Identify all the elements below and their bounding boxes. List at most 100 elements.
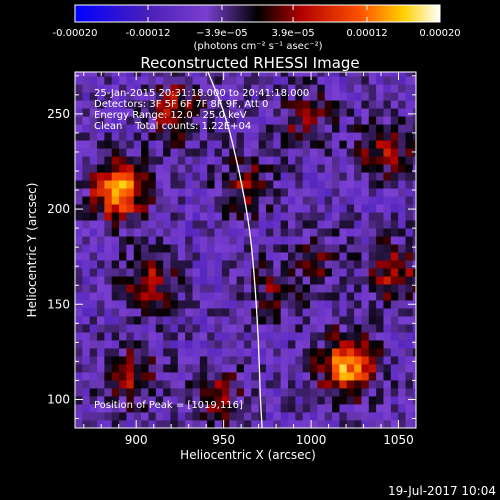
heatmap-pixel	[295, 348, 304, 357]
heatmap-pixel	[119, 284, 127, 293]
heatmap-pixel	[148, 420, 157, 428]
heatmap-pixel	[207, 252, 215, 261]
heatmap-pixel	[163, 260, 171, 269]
heatmap-pixel	[89, 172, 98, 181]
heatmap-pixel	[170, 260, 179, 269]
heatmap-pixel	[163, 308, 171, 317]
heatmap-pixel	[243, 356, 252, 365]
heatmap-pixel	[192, 132, 201, 141]
heatmap-pixel	[280, 164, 289, 173]
heatmap-pixel	[163, 420, 171, 428]
heatmap-pixel	[119, 132, 127, 141]
heatmap-pixel	[368, 196, 377, 205]
heatmap-pixel	[229, 220, 237, 229]
heatmap-pixel	[163, 76, 171, 85]
heatmap-pixel	[317, 332, 326, 341]
heatmap-pixel	[126, 356, 135, 365]
heatmap-pixel	[251, 300, 260, 309]
heatmap-pixel	[148, 332, 157, 341]
heatmap-pixel	[104, 404, 113, 413]
heatmap-pixel	[104, 124, 113, 133]
heatmap-pixel	[170, 124, 179, 133]
heatmap-pixel	[82, 308, 91, 317]
heatmap-pixel	[302, 372, 311, 381]
heatmap-pixel	[170, 84, 179, 93]
heatmap-pixel	[243, 268, 252, 277]
heatmap-pixel	[177, 76, 186, 85]
heatmap-pixel	[390, 140, 399, 149]
heatmap-pixel	[243, 292, 252, 301]
heatmap-pixel	[376, 268, 384, 277]
heatmap-pixel	[155, 412, 164, 421]
heatmap-pixel	[310, 420, 318, 428]
heatmap-pixel	[310, 188, 318, 197]
heatmap-pixel	[141, 204, 149, 213]
heatmap-pixel	[287, 244, 296, 253]
heatmap-pixel	[398, 260, 406, 269]
heatmap-pixel	[295, 372, 304, 381]
heatmap-pixel	[104, 260, 113, 269]
heatmap-pixel	[243, 84, 252, 93]
heatmap-pixel	[170, 76, 179, 85]
heatmap-pixel	[236, 332, 245, 341]
heatmap-pixel	[273, 380, 282, 389]
heatmap-pixel	[258, 72, 267, 77]
heatmap-pixel	[310, 292, 318, 301]
heatmap-pixel	[104, 332, 113, 341]
heatmap-pixel	[383, 204, 392, 213]
heatmap-pixel	[317, 420, 326, 428]
heatmap-pixel	[258, 396, 267, 405]
heatmap-pixel	[97, 372, 105, 381]
heatmap-pixel	[75, 132, 83, 141]
heatmap-pixel	[75, 220, 83, 229]
heatmap-pixel	[265, 396, 274, 405]
heatmap-pixel	[258, 212, 267, 221]
heatmap-pixel	[346, 180, 355, 189]
heatmap-pixel	[207, 132, 215, 141]
heatmap-pixel	[405, 260, 414, 269]
heatmap-pixel	[126, 324, 135, 333]
heatmap-pixel	[89, 100, 98, 109]
heatmap-pixel	[368, 228, 377, 237]
heatmap-pixel	[221, 380, 230, 389]
heatmap-pixel	[383, 84, 392, 93]
heatmap-pixel	[273, 420, 282, 428]
heatmap-pixel	[317, 220, 326, 229]
heatmap-pixel	[332, 76, 340, 85]
heatmap-pixel	[163, 188, 171, 197]
heatmap-pixel	[324, 348, 333, 357]
heatmap-pixel	[236, 76, 245, 85]
heatmap-pixel	[354, 164, 362, 173]
heatmap-pixel	[251, 164, 260, 173]
heatmap-pixel	[302, 108, 311, 117]
heatmap-pixel	[89, 372, 98, 381]
heatmap-pixel	[346, 172, 355, 181]
heatmap-pixel	[280, 220, 289, 229]
heatmap-pixel	[346, 252, 355, 261]
heatmap-pixel	[295, 260, 304, 269]
heatmap-pixel	[324, 236, 333, 245]
heatmap-pixel	[170, 100, 179, 109]
heatmap-pixel	[332, 396, 340, 405]
heatmap-pixel	[317, 252, 326, 261]
heatmap-pixel	[354, 228, 362, 237]
heatmap-pixel	[236, 396, 245, 405]
heatmap-pixel	[251, 388, 260, 397]
heatmap-pixel	[185, 356, 193, 365]
heatmap-pixel	[302, 116, 311, 125]
heatmap-pixel	[251, 124, 260, 133]
heatmap-pixel	[133, 116, 142, 125]
heatmap-pixel	[141, 260, 149, 269]
heatmap-pixel	[354, 148, 362, 157]
heatmap-pixel	[376, 364, 384, 373]
heatmap-pixel	[177, 372, 186, 381]
heatmap-pixel	[170, 220, 179, 229]
heatmap-pixel	[398, 92, 406, 101]
heatmap-pixel	[148, 268, 157, 277]
heatmap-pixel	[390, 276, 399, 285]
heatmap-pixel	[89, 140, 98, 149]
heatmap-pixel	[302, 204, 311, 213]
heatmap-pixel	[221, 156, 230, 165]
heatmap-pixel	[302, 252, 311, 261]
heatmap-pixel	[104, 92, 113, 101]
